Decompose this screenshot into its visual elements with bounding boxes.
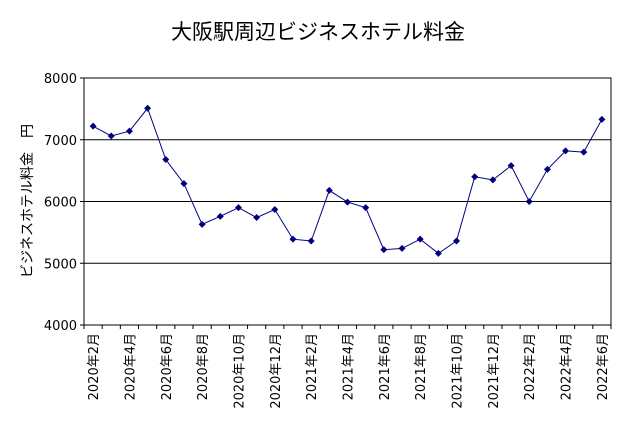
y-tick-label: 4000 bbox=[44, 319, 77, 334]
data-point bbox=[344, 198, 351, 206]
x-tick-label: 2022年4月 bbox=[560, 333, 575, 400]
series-price bbox=[89, 104, 606, 257]
data-point bbox=[598, 115, 606, 123]
x-tick-label: 2020年12月 bbox=[269, 333, 284, 409]
x-tick-label: 2021年4月 bbox=[342, 333, 357, 400]
data-point bbox=[471, 173, 479, 181]
data-point bbox=[507, 162, 515, 170]
x-tick-labels: 2020年2月 2020年4月 2020年6月 2020年8月 2020年10月 2020… bbox=[87, 333, 611, 409]
x-tick-label: 2020年4月 bbox=[123, 333, 138, 400]
data-point bbox=[144, 104, 152, 112]
x-tick-label: 2021年12月 bbox=[487, 333, 502, 409]
data-point bbox=[198, 220, 206, 228]
data-point bbox=[234, 204, 242, 212]
data-point bbox=[380, 246, 388, 254]
data-point bbox=[271, 206, 279, 214]
data-point bbox=[289, 235, 297, 243]
x-tick-label: 2022年6月 bbox=[596, 333, 611, 400]
x-tick-label: 2020年6月 bbox=[160, 333, 175, 400]
data-point bbox=[580, 148, 588, 156]
data-point bbox=[307, 237, 315, 245]
data-point bbox=[434, 249, 442, 257]
x-tick-label: 2022年2月 bbox=[523, 333, 538, 400]
data-point bbox=[525, 198, 533, 205]
y-tick-label: 7000 bbox=[44, 134, 77, 149]
x-tick-label: 2020年10月 bbox=[232, 333, 247, 409]
x-tick-label: 2021年2月 bbox=[305, 333, 320, 400]
chart-title: 大阪駅周辺ビジネスホテル料金 bbox=[171, 20, 465, 44]
data-point bbox=[398, 244, 406, 252]
data-point bbox=[89, 122, 97, 130]
data-point bbox=[543, 165, 551, 173]
data-point bbox=[362, 204, 370, 212]
data-point bbox=[325, 186, 333, 194]
axes bbox=[80, 77, 612, 329]
x-tick-label: 2020年8月 bbox=[196, 333, 211, 400]
y-axis-label: ビジネスホテル料金 円 bbox=[20, 124, 36, 278]
y-tick-label: 8000 bbox=[44, 72, 77, 87]
x-tick-label: 2021年10月 bbox=[451, 333, 466, 409]
data-point bbox=[253, 214, 261, 222]
y-tick-labels: 4000 5000 6000 7000 8000 bbox=[44, 72, 77, 334]
data-point bbox=[162, 156, 170, 164]
plot-frame bbox=[83, 77, 612, 326]
data-point bbox=[216, 212, 224, 220]
data-point bbox=[416, 235, 424, 243]
data-point bbox=[180, 180, 188, 188]
data-point bbox=[453, 237, 461, 245]
x-tick-label: 2021年6月 bbox=[378, 333, 393, 400]
x-tick-label: 2021年8月 bbox=[414, 333, 429, 400]
y-tick-label: 6000 bbox=[44, 196, 77, 211]
data-point bbox=[107, 132, 115, 140]
x-tick-label: 2020年2月 bbox=[87, 333, 102, 400]
data-point bbox=[562, 147, 570, 155]
data-point bbox=[489, 176, 497, 184]
y-tick-label: 5000 bbox=[44, 257, 77, 272]
data-point bbox=[125, 127, 133, 135]
